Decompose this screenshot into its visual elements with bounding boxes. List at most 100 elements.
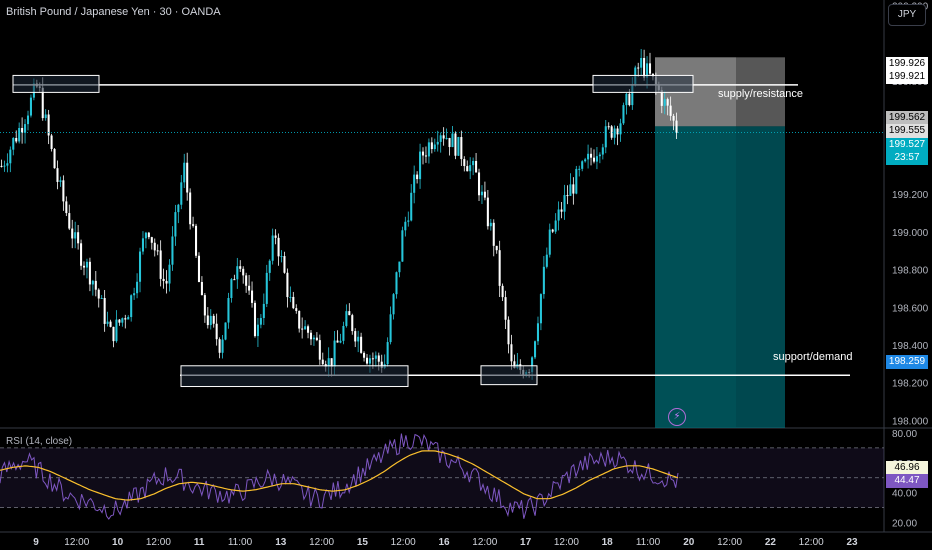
candle-body <box>616 128 619 135</box>
candle-body <box>289 296 292 298</box>
candle-body <box>159 250 162 279</box>
candle-body <box>239 266 242 269</box>
candle-body <box>421 151 425 156</box>
candle-body <box>62 180 65 202</box>
candle-body <box>298 310 301 329</box>
time-tick-label: 17 <box>520 537 532 548</box>
candle-body <box>407 220 410 222</box>
candle-body <box>21 127 24 133</box>
candle-body <box>377 355 380 362</box>
candle-body <box>68 213 71 229</box>
candle-body <box>242 268 245 276</box>
candle-body <box>469 165 472 172</box>
candle-body <box>351 315 354 332</box>
candle-body <box>44 114 47 119</box>
candle-body <box>619 123 622 135</box>
candle-body <box>245 275 248 286</box>
candle-body <box>236 266 239 280</box>
candle-body <box>118 319 121 323</box>
candle-body <box>321 359 324 365</box>
candle-body <box>265 272 268 304</box>
candle-body <box>29 97 32 116</box>
candle-body <box>141 238 145 252</box>
candle-body <box>85 261 88 268</box>
candle-body <box>274 235 277 238</box>
stop-zone-inner <box>655 126 736 428</box>
price-tick-label: 198.600 <box>892 303 929 314</box>
price-tick-label: 198.200 <box>892 379 929 390</box>
rsi-ma-tag: 46.96 <box>886 461 928 475</box>
candle-body <box>56 168 59 182</box>
support-zone-right <box>480 365 538 386</box>
time-tick-label: 13 <box>275 537 287 548</box>
candle-body <box>545 254 548 267</box>
candle-body <box>622 105 625 124</box>
candle-body <box>442 135 445 139</box>
last-price-tag: 199.527 <box>886 138 928 152</box>
time-tick-label: 22 <box>765 537 777 548</box>
candle-body <box>50 135 53 149</box>
candle-body <box>138 251 142 282</box>
candle-body <box>669 105 672 116</box>
candle-body <box>200 282 203 296</box>
candle-body <box>256 324 259 337</box>
candle-body <box>124 318 127 320</box>
candle-body <box>489 222 492 227</box>
currency-button[interactable]: JPY <box>888 4 926 26</box>
candle-body <box>24 124 27 133</box>
candle-body <box>486 197 489 227</box>
candle-body <box>533 341 537 358</box>
candle-body <box>507 319 510 345</box>
rsi-ma-line <box>0 450 679 501</box>
price-tick-label: 198.000 <box>892 416 929 427</box>
candle-body <box>156 250 159 252</box>
candle-body <box>227 297 230 323</box>
candle-body <box>401 230 404 262</box>
candle-body <box>643 57 646 78</box>
candle-body <box>578 168 581 170</box>
candle-body <box>371 358 374 360</box>
candle-body <box>504 297 507 320</box>
time-tick-label: 23 <box>846 537 858 548</box>
candle-body <box>212 315 215 324</box>
candle-body <box>536 323 540 342</box>
candle-body <box>542 266 545 295</box>
candle-body <box>189 192 192 225</box>
candle-body <box>194 225 198 256</box>
countdown-tag: 23:57 <box>886 151 928 165</box>
support-price-tag: 198.259 <box>886 355 928 369</box>
candle-body <box>233 279 236 281</box>
time-tick-label: 16 <box>438 537 450 548</box>
candle-body <box>360 336 363 353</box>
candle-body <box>112 326 115 342</box>
candle-body <box>74 232 77 239</box>
candle-body <box>572 184 575 194</box>
candle-body <box>628 93 631 106</box>
candle-body <box>203 295 206 316</box>
candle-body <box>133 293 136 296</box>
lightning-icon[interactable]: ⚡ <box>668 408 686 426</box>
candle-body <box>218 339 221 353</box>
candle-body <box>259 318 262 325</box>
candle-body <box>230 279 233 298</box>
candle-body <box>106 321 109 324</box>
candle-body <box>277 237 280 257</box>
rsi-line <box>0 433 679 520</box>
candle-body <box>121 318 124 323</box>
candle-body <box>584 159 587 162</box>
candle-body <box>495 245 498 251</box>
candle-body <box>410 192 413 221</box>
time-tick-label: 18 <box>602 537 614 548</box>
candle-body <box>197 255 201 283</box>
candle-body <box>103 297 106 324</box>
candle-body <box>224 322 227 340</box>
candle-body <box>127 317 130 320</box>
resistance-zone-left <box>12 74 100 93</box>
candle-body <box>18 127 21 142</box>
candle-body <box>498 250 501 286</box>
price-tick-label: 198.800 <box>892 266 929 277</box>
price-tick-label: 199.200 <box>892 190 929 201</box>
candle-body <box>560 209 563 212</box>
candle-body <box>610 126 613 138</box>
